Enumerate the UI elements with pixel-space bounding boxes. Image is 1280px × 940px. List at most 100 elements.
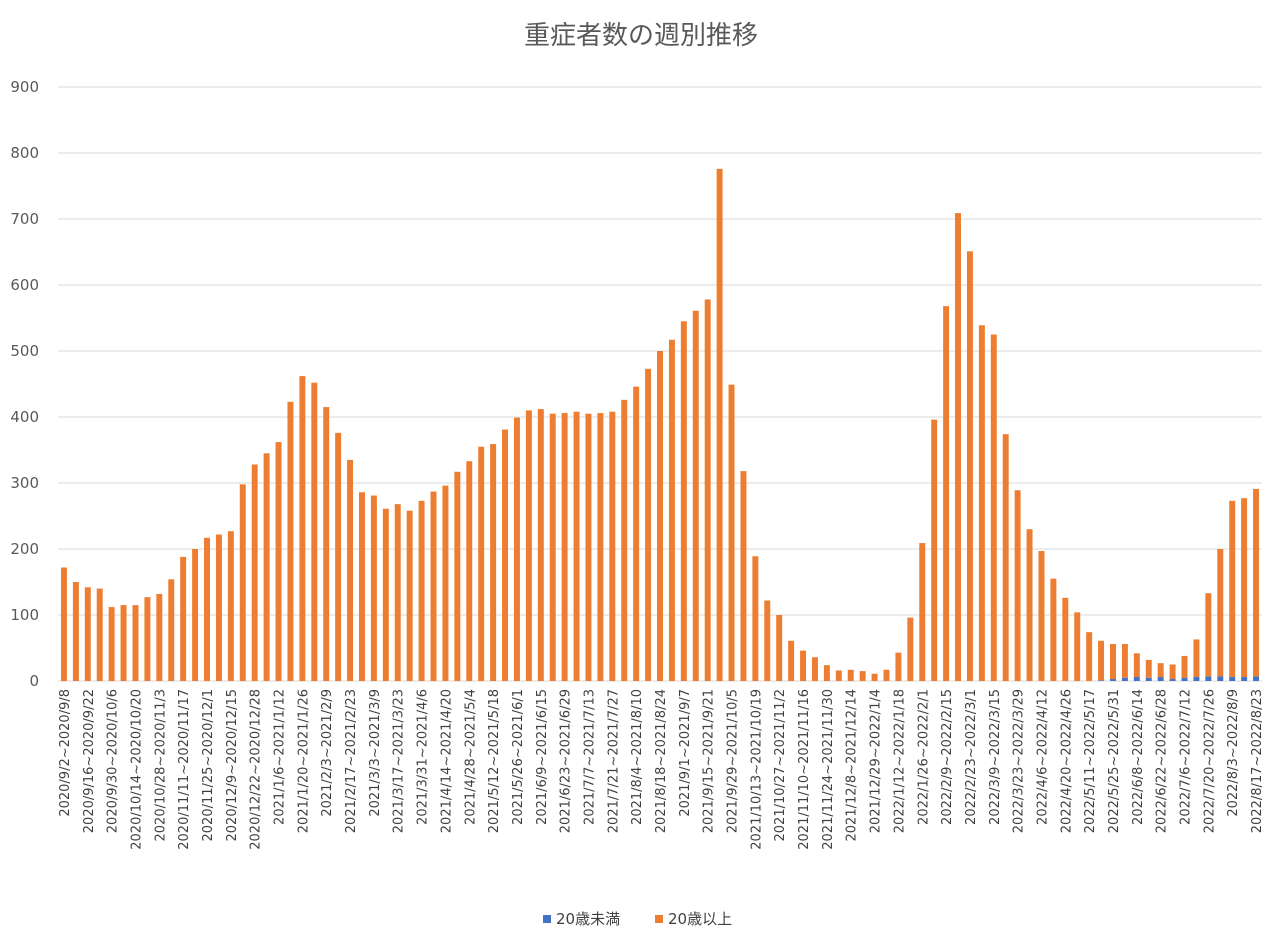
- x-tick-label: 2021/2/3~2021/2/9: [320, 689, 335, 817]
- x-tick-label: 2022/5/25~2022/5/31: [1107, 689, 1122, 833]
- bar-20plus: [931, 419, 938, 681]
- bar-20plus: [299, 376, 306, 681]
- bar-20plus: [406, 510, 413, 681]
- bar-20plus: [609, 411, 616, 681]
- bar-20plus: [394, 504, 401, 681]
- bar-20plus: [204, 537, 210, 681]
- x-tick-label: 2020/10/14~2020/10/20: [129, 689, 144, 850]
- y-tick-label: 900: [10, 78, 39, 96]
- bar-20plus: [430, 491, 437, 681]
- x-tick-label: 2020/9/2~2020/9/8: [58, 689, 73, 817]
- x-tick-label: 2021/5/26~2021/6/1: [511, 689, 526, 825]
- x-tick-label: 2021/3/3~2021/3/9: [368, 689, 383, 817]
- y-tick-label: 100: [10, 606, 39, 624]
- x-tick-label: 2022/6/22~2022/6/28: [1155, 689, 1170, 833]
- bar-under20: [1133, 677, 1140, 681]
- chart-title: 重症者数の週別推移: [524, 21, 758, 51]
- bar-20plus: [895, 652, 902, 681]
- bar-20plus: [871, 673, 878, 681]
- x-tick-label: 2022/3/9~2022/3/15: [988, 689, 1003, 825]
- bar-20plus: [144, 597, 151, 681]
- legend-swatch-under20: [543, 915, 551, 923]
- x-tick-label: 2020/9/16~2020/9/22: [82, 689, 97, 833]
- bar-20plus: [478, 446, 485, 681]
- x-tick-label: 2022/4/20~2022/4/26: [1059, 689, 1074, 833]
- bar-20plus: [728, 384, 735, 681]
- legend: 20歳未満 20歳以上: [543, 910, 732, 928]
- bar-20plus: [1157, 663, 1164, 678]
- y-tick-label: 500: [10, 342, 39, 360]
- y-tick-label: 400: [10, 408, 39, 426]
- bar-20plus: [1169, 664, 1176, 680]
- x-tick-label: 2021/9/29~2021/10/5: [726, 689, 741, 833]
- x-axis-ticks: 2020/9/2~2020/9/8 2020/9/16~2020/9/22 2020…: [58, 689, 1265, 850]
- x-tick-label: 2021/3/17~2021/3/23: [392, 689, 407, 833]
- bar-20plus: [335, 432, 342, 681]
- bar-20plus: [955, 213, 961, 681]
- bar-20plus: [740, 471, 747, 681]
- bar-20plus: [287, 401, 294, 681]
- bar-20plus: [84, 587, 91, 681]
- x-tick-label: 2021/4/14~2021/4/20: [439, 689, 454, 833]
- x-tick-label: 2022/7/20~2022/7/26: [1202, 689, 1217, 833]
- bar-20plus: [847, 669, 854, 681]
- bar-20plus: [1181, 655, 1188, 678]
- bar-20plus: [1014, 490, 1021, 681]
- bar-20plus: [657, 351, 663, 681]
- x-tick-label: 2022/1/26~2022/2/1: [916, 689, 931, 825]
- x-tick-label: 2021/3/31~2021/4/6: [416, 689, 431, 825]
- bar-20plus: [525, 410, 532, 681]
- bar-20plus: [883, 669, 890, 681]
- bar-20plus: [585, 413, 592, 681]
- bar-20plus: [347, 459, 354, 681]
- bar-20plus: [990, 334, 997, 681]
- bar-20plus: [1133, 653, 1140, 678]
- y-axis-ticks: 0 100 200 300 400 500 600 700 800 900: [10, 78, 39, 690]
- bar-20plus: [621, 399, 628, 681]
- x-tick-label: 2020/9/30~2020/10/6: [106, 689, 121, 833]
- bar-20plus: [1121, 644, 1128, 678]
- x-tick-label: 2021/11/10~2021/11/16: [797, 689, 812, 850]
- bar-under20: [1229, 677, 1236, 681]
- x-tick-label: 2022/8/17~2022/8/23: [1250, 689, 1265, 833]
- x-tick-label: 2021/4/28~2021/5/4: [463, 689, 478, 825]
- legend-swatch-over20: [655, 915, 663, 923]
- legend-label-over20: 20歳以上: [668, 910, 732, 928]
- x-tick-label: 2021/10/13~2021/10/19: [749, 689, 764, 850]
- bar-20plus: [537, 409, 544, 681]
- bar-20plus: [502, 429, 509, 681]
- x-tick-label: 2020/11/11~2020/11/17: [177, 689, 192, 850]
- x-tick-label: 2022/6/8~2022/6/14: [1131, 689, 1146, 825]
- bar-under20: [1181, 677, 1188, 681]
- x-tick-label: 2021/11/24~2021/11/30: [821, 689, 836, 850]
- bar-20plus: [597, 413, 604, 681]
- x-tick-label: 2022/3/23~2022/3/29: [1012, 689, 1027, 833]
- bar-20plus: [919, 543, 926, 681]
- bar-20plus: [1062, 597, 1069, 681]
- x-tick-label: 2021/7/7~2021/7/13: [582, 689, 597, 825]
- bar-20plus: [645, 368, 652, 681]
- bar-20plus: [1026, 529, 1033, 681]
- bar-under20: [1169, 679, 1176, 681]
- x-tick-label: 2020/11/25~2020/12/1: [201, 689, 216, 841]
- bar-20plus: [835, 670, 842, 681]
- bar-under20: [1193, 677, 1200, 681]
- bar-under20: [1145, 677, 1152, 681]
- bar-20plus: [573, 411, 580, 681]
- bar-20plus: [1205, 593, 1212, 677]
- bar-20plus: [227, 531, 234, 681]
- y-tick-label: 800: [10, 144, 39, 162]
- bar-under20: [1241, 677, 1248, 681]
- x-tick-label: 2022/5/11~2022/5/17: [1083, 689, 1098, 833]
- bar-under20: [1098, 680, 1105, 681]
- bar-20plus: [275, 442, 282, 681]
- bar-20plus: [549, 413, 556, 681]
- x-tick-label: 2021/9/1~2021/9/7: [678, 689, 693, 817]
- x-tick-label: 2021/6/9~2021/6/15: [535, 689, 550, 825]
- bar-20plus: [180, 556, 187, 681]
- x-tick-label: 2021/6/23~2021/6/29: [559, 689, 574, 833]
- bar-20plus: [704, 299, 711, 681]
- y-tick-label: 200: [10, 540, 39, 558]
- bar-20plus: [943, 306, 950, 681]
- bar-20plus: [776, 615, 783, 681]
